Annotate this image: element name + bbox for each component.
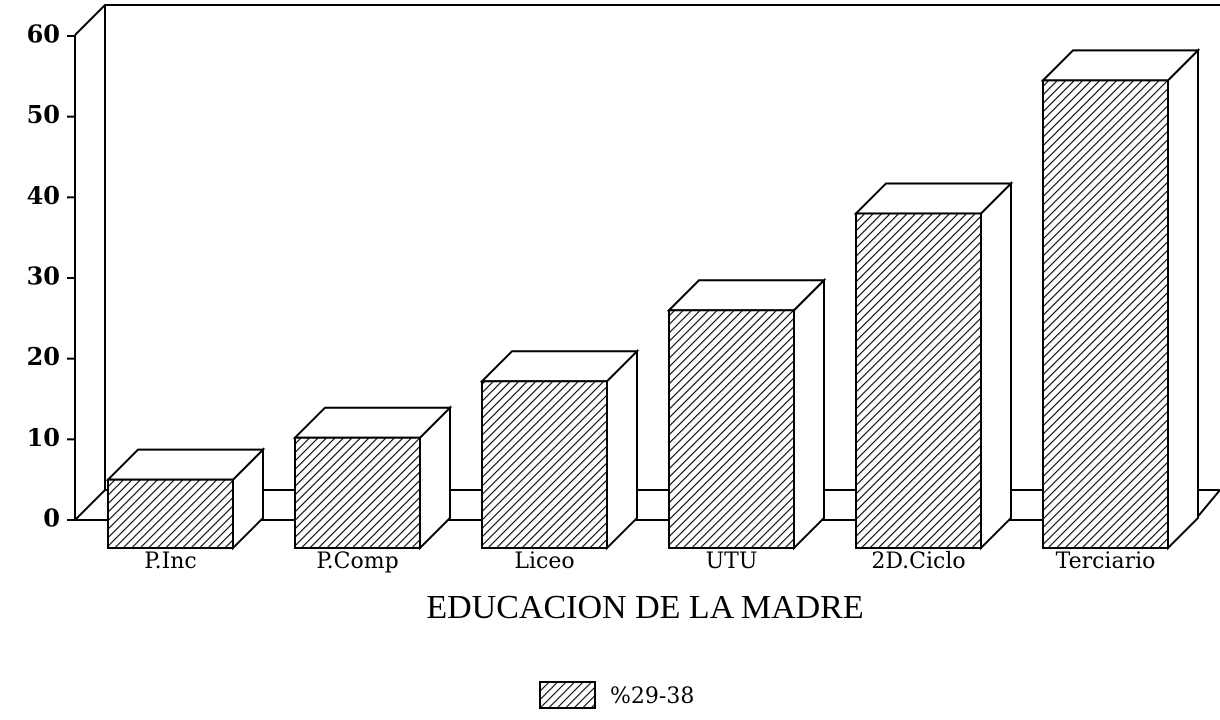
y-tick-label: 20 <box>27 342 60 371</box>
legend-label: %29-38 <box>610 684 694 709</box>
bar <box>294 436 421 549</box>
x-tick-label: UTU <box>706 549 758 574</box>
bar-side <box>606 348 638 551</box>
x-tick-label: 2D.Ciclo <box>871 549 965 574</box>
x-tick-label: Terciario <box>1056 549 1156 574</box>
x-axis-title: EDUCACION DE LA MADRE <box>426 589 863 626</box>
x-tick-label: Liceo <box>514 549 574 574</box>
bar <box>1042 79 1169 549</box>
y-tick-label: 40 <box>27 181 60 210</box>
y-tick-label: 50 <box>27 100 60 129</box>
legend-swatch <box>539 681 596 709</box>
bar <box>668 309 795 549</box>
bar <box>855 212 982 549</box>
x-tick-label: P.Inc <box>144 549 197 574</box>
y-tick-label: 60 <box>27 20 60 49</box>
y-tick-label: 0 <box>43 504 60 533</box>
x-tick-label: P.Comp <box>316 549 398 574</box>
bar <box>481 380 608 549</box>
y-tick-label: 30 <box>27 262 60 291</box>
y-tick-label: 10 <box>27 423 60 452</box>
bar-side <box>980 181 1012 551</box>
bar <box>107 478 234 549</box>
bar-side <box>1167 47 1199 551</box>
bar-side <box>793 277 825 551</box>
